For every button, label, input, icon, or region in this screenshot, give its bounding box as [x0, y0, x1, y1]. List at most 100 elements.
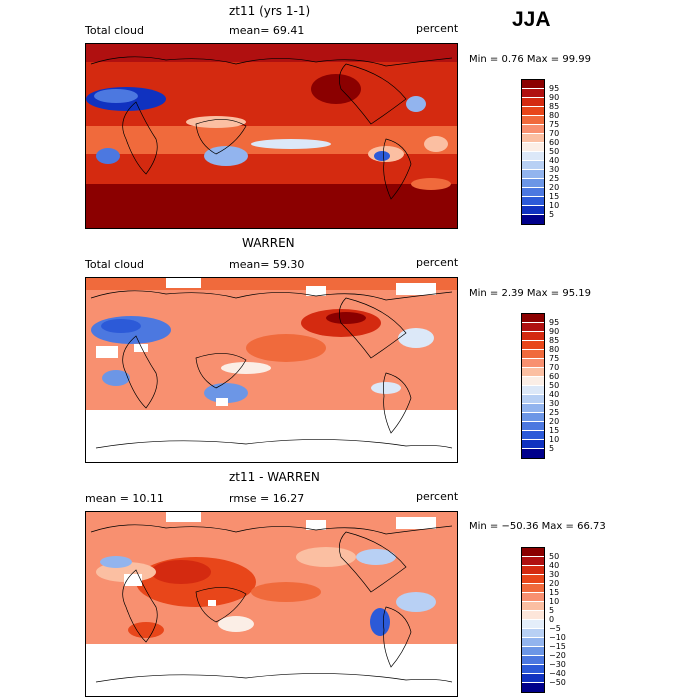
colorbar-tick: 5: [549, 606, 555, 615]
panel1-colorbar-swatch: [522, 116, 544, 125]
panel1-colorbar-swatch: [522, 98, 544, 107]
panel2-colorbar-swatch: [522, 449, 544, 458]
panel1-colorbar-swatch: [522, 125, 544, 134]
panel1-units: percent: [416, 22, 459, 35]
panel3-colorbar-swatch: [522, 629, 544, 638]
panel1-colorbar-swatch: [522, 215, 544, 224]
panel3-units: percent: [416, 490, 459, 503]
colorbar-tick: −10: [549, 633, 566, 642]
panel2-colorbar-swatch: [522, 377, 544, 386]
panel3-colorbar-swatch: [522, 566, 544, 575]
colorbar-tick: −30: [549, 660, 566, 669]
colorbar-tick: 10: [549, 201, 560, 210]
colorbar-tick: 5: [549, 444, 555, 453]
panel1-colorbar-swatch: [522, 134, 544, 143]
colorbar-tick: 40: [549, 390, 560, 399]
panel3-colorbar-swatch: [522, 656, 544, 665]
colorbar-tick: 10: [549, 597, 560, 606]
panel3-colorbar-swatch: [522, 611, 544, 620]
colorbar-tick: 80: [549, 345, 560, 354]
panel2-colorbar-swatch: [522, 431, 544, 440]
panel3-map: [85, 511, 458, 697]
panel2-colorbar-swatch: [522, 323, 544, 332]
colorbar-tick: 15: [549, 192, 560, 201]
colorbar-tick: 40: [549, 561, 560, 570]
panel1-map: [85, 43, 458, 229]
colorbar-tick: 85: [549, 102, 560, 111]
colorbar-tick: 30: [549, 570, 560, 579]
panel3-colorbar-swatch: [522, 647, 544, 656]
panel2-colorbar-swatch: [522, 332, 544, 341]
panel2-colorbar-swatch: [522, 404, 544, 413]
colorbar-tick: 30: [549, 399, 560, 408]
panel2-title: WARREN: [242, 236, 295, 250]
colorbar-tick: 95: [549, 318, 560, 327]
panel2-colorbar-swatch: [522, 440, 544, 449]
panel1-colorbar-swatch: [522, 206, 544, 215]
colorbar-tick: 20: [549, 579, 560, 588]
panel2-map: [85, 277, 458, 463]
panel3-colorbar: [521, 547, 545, 693]
panel2-colorbar-swatch: [522, 386, 544, 395]
panel2-minmax: Min = 2.39 Max = 95.19: [469, 288, 591, 299]
colorbar-tick: −40: [549, 669, 566, 678]
panel2-colorbar: [521, 313, 545, 459]
colorbar-tick: 90: [549, 327, 560, 336]
panel1-colorbar-swatch: [522, 188, 544, 197]
panel2-colorbar-swatch: [522, 422, 544, 431]
panel2-colorbar-swatch: [522, 341, 544, 350]
colorbar-tick: 5: [549, 210, 555, 219]
colorbar-tick: −5: [549, 624, 561, 633]
colorbar-tick: 50: [549, 147, 560, 156]
colorbar-tick: 95: [549, 84, 560, 93]
panel3-colorbar-swatch: [522, 665, 544, 674]
panel1-mean: mean= 69.41: [229, 24, 305, 37]
colorbar-tick: 75: [549, 354, 560, 363]
panel1-colorbar-swatch: [522, 179, 544, 188]
panel3-colorbar-swatch: [522, 593, 544, 602]
panel3-colorbar-swatch: [522, 584, 544, 593]
colorbar-tick: 10: [549, 435, 560, 444]
panel2-colorbar-swatch: [522, 368, 544, 377]
panel2-colorbar-swatch: [522, 395, 544, 404]
panel1-colorbar-swatch: [522, 89, 544, 98]
panel3-colorbar-swatch: [522, 557, 544, 566]
panel3-colorbar-swatch: [522, 602, 544, 611]
colorbar-tick: −50: [549, 678, 566, 687]
panel3-colorbar-swatch: [522, 620, 544, 629]
panel1-colorbar-swatch: [522, 161, 544, 170]
colorbar-tick: 50: [549, 552, 560, 561]
panel3-minmax: Min = −50.36 Max = 66.73: [469, 521, 606, 532]
colorbar-tick: 90: [549, 93, 560, 102]
panel3-colorbar-swatch: [522, 674, 544, 683]
colorbar-tick: 15: [549, 426, 560, 435]
colorbar-tick: 30: [549, 165, 560, 174]
colorbar-tick: 60: [549, 138, 560, 147]
season-label: JJA: [512, 8, 551, 31]
colorbar-tick: 0: [549, 615, 555, 624]
panel1-colorbar-swatch: [522, 143, 544, 152]
panel3-colorbar-swatch: [522, 548, 544, 557]
colorbar-tick: 80: [549, 111, 560, 120]
panel3-colorbar-swatch: [522, 683, 544, 692]
panel1-variable-label: Total cloud: [85, 24, 144, 37]
panel2-colorbar-swatch: [522, 413, 544, 422]
colorbar-tick: 50: [549, 381, 560, 390]
colorbar-tick: 25: [549, 408, 560, 417]
colorbar-tick: 60: [549, 372, 560, 381]
colorbar-tick: 85: [549, 336, 560, 345]
colorbar-tick: −15: [549, 642, 566, 651]
panel1-colorbar-swatch: [522, 197, 544, 206]
panel2-colorbar-swatch: [522, 314, 544, 323]
panel1-colorbar: [521, 79, 545, 225]
panel2-colorbar-swatch: [522, 350, 544, 359]
panel1-colorbar-swatch: [522, 107, 544, 116]
panel1-colorbar-swatch: [522, 80, 544, 89]
panel2-colorbar-swatch: [522, 359, 544, 368]
panel3-title: zt11 - WARREN: [229, 470, 320, 484]
colorbar-tick: 70: [549, 129, 560, 138]
colorbar-tick: 40: [549, 156, 560, 165]
panel1-title: zt11 (yrs 1-1): [229, 4, 311, 18]
panel1-colorbar-swatch: [522, 152, 544, 161]
colorbar-tick: 20: [549, 417, 560, 426]
